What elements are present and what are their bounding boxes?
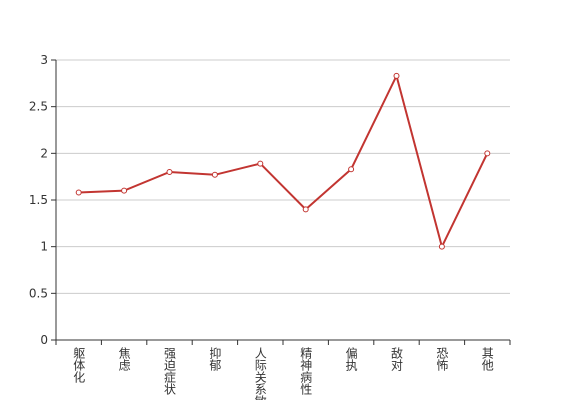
point bbox=[211, 171, 218, 178]
y-tick-label: 2 bbox=[40, 146, 48, 160]
x-tick-label: 敌对 bbox=[390, 346, 404, 371]
line bbox=[78, 73, 489, 250]
x-tick-label: 强迫症状 bbox=[163, 347, 177, 395]
point bbox=[75, 189, 82, 196]
y-tick-label: 0 bbox=[40, 333, 48, 347]
y-tick-label: 2.5 bbox=[29, 100, 48, 114]
x-tick-label: 人际关系敏感 bbox=[253, 347, 267, 400]
x-tick-label: 恐怖 bbox=[435, 347, 449, 371]
point bbox=[302, 206, 309, 213]
point bbox=[166, 169, 173, 175]
x-tick-label: 精神病性 bbox=[299, 347, 313, 396]
y-tick-label: 0.5 bbox=[29, 286, 48, 300]
x-tick-label: 躯体化 bbox=[72, 346, 86, 384]
x-tick-label: 抑郁 bbox=[208, 346, 222, 372]
x-tick-label: 其他 bbox=[480, 347, 494, 371]
point bbox=[257, 160, 264, 167]
point bbox=[393, 72, 400, 79]
x-tick-label: 偏执 bbox=[344, 346, 358, 372]
y-tick-label: 1.5 bbox=[29, 193, 48, 207]
y-tick-label: 3 bbox=[40, 53, 48, 67]
y-tick-label: 1 bbox=[40, 240, 48, 254]
x-tick-label: 焦虑 bbox=[117, 347, 131, 371]
point bbox=[348, 166, 355, 173]
point bbox=[121, 187, 128, 194]
point bbox=[438, 243, 445, 250]
point bbox=[484, 150, 491, 157]
